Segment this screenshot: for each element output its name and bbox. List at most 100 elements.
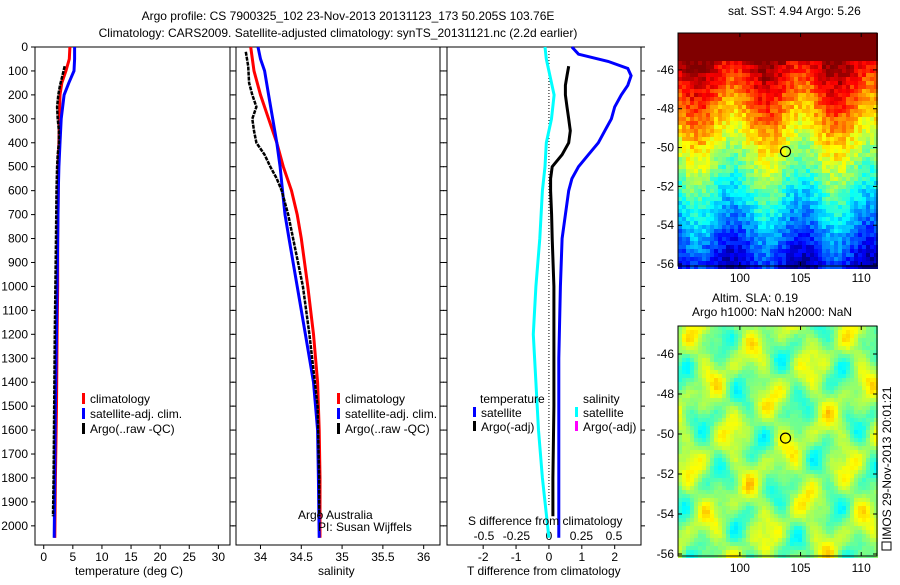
heatmap-cell — [694, 133, 698, 137]
heatmap-cell — [870, 173, 874, 177]
heatmap-cell — [850, 374, 854, 378]
heatmap-cell — [846, 370, 850, 374]
legend-header-temperature: temperature — [480, 392, 545, 406]
heatmap-cell — [686, 330, 690, 334]
heatmap-cell — [798, 350, 802, 354]
heatmap-cell — [786, 93, 790, 97]
heatmap-cell — [714, 245, 718, 249]
heatmap-cell — [734, 117, 738, 121]
heatmap-cell — [694, 354, 698, 358]
legend-entry: climatology — [345, 392, 405, 406]
heatmap-cell — [750, 41, 754, 45]
heatmap-cell — [694, 362, 698, 366]
heatmap-cell — [794, 466, 798, 470]
heatmap-cell — [678, 73, 682, 77]
heatmap-cell — [718, 366, 722, 370]
x2-tick-label: 0.5 — [606, 529, 623, 543]
heatmap-cell — [794, 149, 798, 153]
heatmap-cell — [722, 414, 726, 418]
heatmap-cell — [678, 402, 682, 406]
heatmap-cell — [858, 169, 862, 173]
heatmap-cell — [774, 45, 778, 49]
heatmap-cell — [734, 438, 738, 442]
heatmap-cell — [858, 394, 862, 398]
heatmap-cell — [822, 89, 826, 93]
heatmap-cell — [714, 446, 718, 450]
heatmap-cell — [786, 358, 790, 362]
heatmap-cell — [870, 81, 874, 85]
heatmap-cells — [678, 326, 878, 558]
heatmap-cell — [694, 89, 698, 93]
heatmap-cell — [854, 374, 858, 378]
heatmap-cell — [762, 362, 766, 366]
heatmap-cell — [866, 197, 870, 201]
heatmap-cell — [718, 454, 722, 458]
heatmap-cell — [842, 197, 846, 201]
heatmap-cell — [870, 145, 874, 149]
heatmap-cell — [682, 109, 686, 113]
heatmap-cell — [746, 49, 750, 53]
heatmap-cell — [690, 137, 694, 141]
heatmap-cell — [762, 81, 766, 85]
heatmap-cell — [810, 197, 814, 201]
heatmap-cell — [698, 37, 702, 41]
heatmap-cell — [854, 165, 858, 169]
heatmap-cell — [862, 193, 866, 197]
heatmap-cell — [730, 41, 734, 45]
heatmap-cell — [750, 169, 754, 173]
heatmap-cell — [742, 169, 746, 173]
heatmap-cell — [850, 414, 854, 418]
heatmap-cell — [814, 245, 818, 249]
heatmap-cell — [770, 221, 774, 225]
heatmap-cell — [814, 93, 818, 97]
heatmap-cell — [742, 177, 746, 181]
heatmap-cell — [790, 386, 794, 390]
heatmap-cell — [706, 458, 710, 462]
figure-title-line2: Climatology: CARS2009. Satellite-adjuste… — [99, 26, 578, 40]
heatmap-cell — [782, 121, 786, 125]
heatmap-cell — [706, 177, 710, 181]
heatmap-cell — [702, 261, 706, 265]
heatmap-cell — [706, 442, 710, 446]
heatmap-cell — [774, 101, 778, 105]
heatmap-cell — [774, 89, 778, 93]
heatmap-cell — [690, 145, 694, 149]
heatmap-cell — [838, 346, 842, 350]
heatmap-cell — [798, 418, 802, 422]
heatmap-cell — [794, 117, 798, 121]
heatmap-cell — [758, 426, 762, 430]
heatmap-cell — [738, 366, 742, 370]
heatmap-cell — [862, 93, 866, 97]
heatmap-cell — [866, 446, 870, 450]
heatmap-cell — [730, 402, 734, 406]
heatmap-cell — [722, 346, 726, 350]
heatmap-cell — [834, 241, 838, 245]
heatmap-cell — [830, 89, 834, 93]
heatmap-cell — [846, 37, 850, 41]
heatmap-cell — [802, 225, 806, 229]
heatmap-cell — [842, 350, 846, 354]
heatmap-cell — [694, 169, 698, 173]
heatmap-cell — [726, 446, 730, 450]
heatmap-cell — [694, 358, 698, 362]
heatmap-cell — [698, 362, 702, 366]
heatmap-cell — [830, 402, 834, 406]
heatmap-cell — [730, 450, 734, 454]
heatmap-cell — [850, 330, 854, 334]
heatmap-cell — [686, 390, 690, 394]
heatmap-cell — [738, 193, 742, 197]
heatmap-cell — [694, 161, 698, 165]
heatmap-cell — [826, 53, 830, 57]
heatmap-cell — [778, 217, 782, 221]
heatmap-cell — [730, 217, 734, 221]
heatmap-cell — [762, 330, 766, 334]
heatmap-cell — [682, 117, 686, 121]
heatmap-cell — [698, 169, 702, 173]
heatmap-cell — [678, 153, 682, 157]
heatmap-cell — [778, 97, 782, 101]
heatmap-cell — [814, 426, 818, 430]
heatmap-cell — [698, 201, 702, 205]
heatmap-cell — [842, 386, 846, 390]
heatmap-cell — [778, 121, 782, 125]
heatmap-cell — [814, 177, 818, 181]
